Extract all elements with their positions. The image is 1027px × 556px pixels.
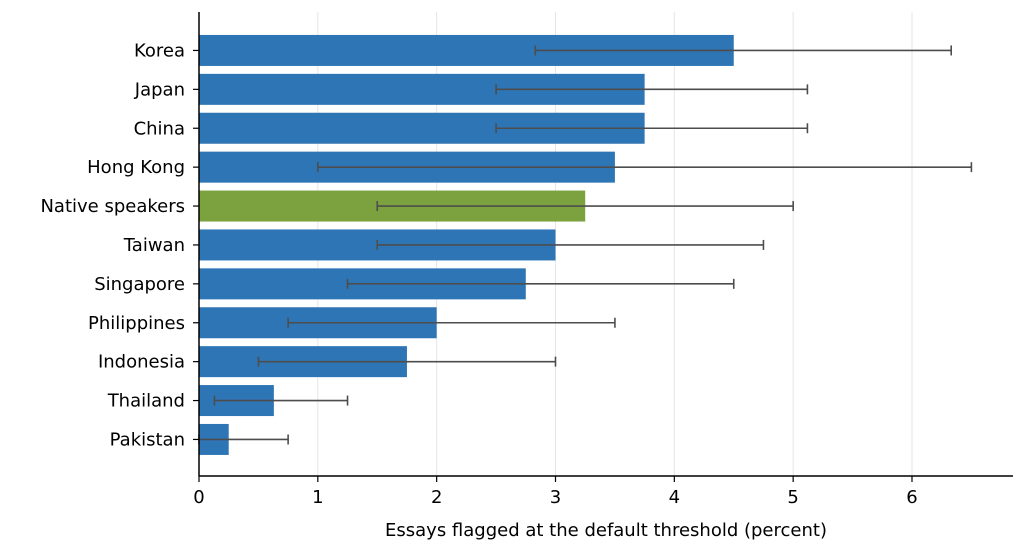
- y-tick-label: Korea: [134, 40, 185, 61]
- y-tick-label: China: [134, 118, 185, 139]
- error-bar-native-speakers: [376, 201, 794, 212]
- error-bar-hong-kong: [317, 162, 973, 173]
- error-bar-singapore: [346, 278, 735, 289]
- error-bar-china: [495, 123, 809, 134]
- error-bar-korea: [534, 45, 953, 56]
- y-tick-label: Japan: [134, 79, 185, 100]
- y-tick-label: Hong Kong: [87, 157, 185, 178]
- error-bar-taiwan: [376, 239, 765, 250]
- error-bar-thailand: [213, 395, 349, 406]
- y-tick-label: Taiwan: [123, 235, 185, 256]
- error-bar-indonesia: [257, 356, 557, 367]
- y-tick-label: Native speakers: [40, 196, 185, 217]
- x-tick-label: 2: [431, 487, 442, 508]
- x-tick-label: 0: [193, 487, 204, 508]
- x-axis-title: Essays flagged at the default threshold …: [385, 520, 827, 541]
- y-ticks: Korea Japan China Hong Kong Native speakers T…: [40, 40, 199, 450]
- y-tick-label: Philippines: [88, 313, 185, 334]
- y-tick-label: Singapore: [94, 274, 185, 295]
- y-tick-label: Thailand: [107, 391, 185, 412]
- error-bar-philippines: [287, 317, 616, 328]
- error-bars: [198, 45, 973, 445]
- y-tick-label: Indonesia: [98, 352, 185, 373]
- error-bar-japan: [495, 84, 809, 95]
- x-tick-label: 6: [906, 487, 917, 508]
- x-tick-label: 1: [312, 487, 323, 508]
- y-tick-label: Pakistan: [110, 429, 185, 450]
- x-ticks: 0 1 2 3 4 5 6: [193, 476, 918, 508]
- x-tick-label: 3: [550, 487, 561, 508]
- x-tick-label: 5: [787, 487, 798, 508]
- x-tick-label: 4: [669, 487, 680, 508]
